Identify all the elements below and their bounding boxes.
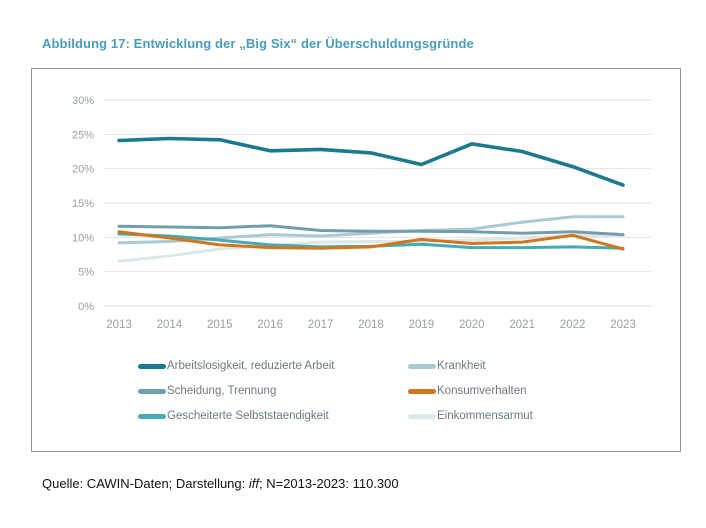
legend-item-gescheiterte-selbststaendigkeit: Gescheiterte Selbststaendigkeit: [138, 410, 408, 422]
chart-legend: Arbeitslosigkeit, reduzierte Arbeit Krank…: [138, 360, 533, 422]
legend-swatch-scheidung-trennung: [138, 388, 166, 394]
legend-item-krankheit: Krankheit: [408, 360, 533, 372]
legend-item-konsumverhalten: Konsumverhalten: [408, 385, 533, 397]
legend-swatch-krankheit: [408, 363, 436, 369]
x-tick-label: 2018: [358, 319, 384, 331]
y-tick-label: 10%: [72, 232, 94, 244]
x-tick-label: 2015: [207, 319, 233, 331]
x-tick-label: 2014: [157, 319, 183, 331]
y-tick-label: 25%: [72, 129, 94, 141]
legend-swatch-konsumverhalten: [408, 388, 436, 394]
x-tick-label: 2013: [106, 319, 132, 331]
figure-title: Abbildung 17: Entwicklung der „Big Six“ …: [42, 36, 474, 51]
x-tick-label: 2019: [409, 319, 435, 331]
legend-label-konsumverhalten: Konsumverhalten: [437, 385, 527, 397]
y-tick-label: 30%: [72, 95, 94, 107]
legend-swatch-gescheiterte-selbststaendigkeit: [138, 413, 166, 419]
x-tick-label: 2020: [459, 319, 485, 331]
legend-item-arbeitslosigkeit: Arbeitslosigkeit, reduzierte Arbeit: [138, 360, 408, 372]
series-line-scheidung-trennung: [117, 224, 625, 237]
source-prefix: Quelle: CAWIN-Daten; Darstellung:: [42, 476, 249, 491]
chart-panel: 0% 5% 10% 15% 20% 25% 30% 2013 2014 2015 2016 2017 2…: [31, 68, 681, 452]
legend-label-scheidung-trennung: Scheidung, Trennung: [167, 385, 277, 397]
y-tick-label: 0%: [78, 301, 94, 313]
series-line-konsumverhalten: [117, 230, 625, 251]
legend-label-gescheiterte-selbststaendigkeit: Gescheiterte Selbststaendigkeit: [167, 410, 329, 422]
legend-label-arbeitslosigkeit: Arbeitslosigkeit, reduzierte Arbeit: [167, 360, 335, 372]
source-line: Quelle: CAWIN-Daten; Darstellung: iff; N…: [42, 476, 399, 491]
legend-item-einkommensarmut: Einkommensarmut: [408, 410, 533, 422]
series-line-einkommensarmut: [117, 233, 625, 263]
chart-svg: 0% 5% 10% 15% 20% 25% 30% 2013 2014 2015 2016 2017 2…: [72, 95, 651, 331]
legend-item-scheidung-trennung: Scheidung, Trennung: [138, 385, 408, 397]
legend-swatch-arbeitslosigkeit: [138, 363, 166, 369]
y-tick-label: 15%: [72, 198, 94, 210]
y-tick-label: 5%: [78, 267, 94, 279]
x-tick-label: 2016: [257, 319, 283, 331]
source-suffix: ; N=2013-2023: 110.300: [259, 476, 399, 491]
x-tick-label: 2023: [610, 319, 636, 331]
legend-swatch-einkommensarmut: [408, 413, 436, 419]
source-attribution: iff: [248, 476, 259, 491]
series-line-arbeitslosigkeit: [117, 136, 625, 187]
x-tick-label: 2017: [308, 319, 334, 331]
x-tick-label: 2021: [509, 319, 535, 331]
legend-label-krankheit: Krankheit: [437, 360, 486, 372]
y-tick-label: 20%: [72, 164, 94, 176]
x-tick-label: 2022: [560, 319, 586, 331]
legend-label-einkommensarmut: Einkommensarmut: [437, 410, 533, 422]
